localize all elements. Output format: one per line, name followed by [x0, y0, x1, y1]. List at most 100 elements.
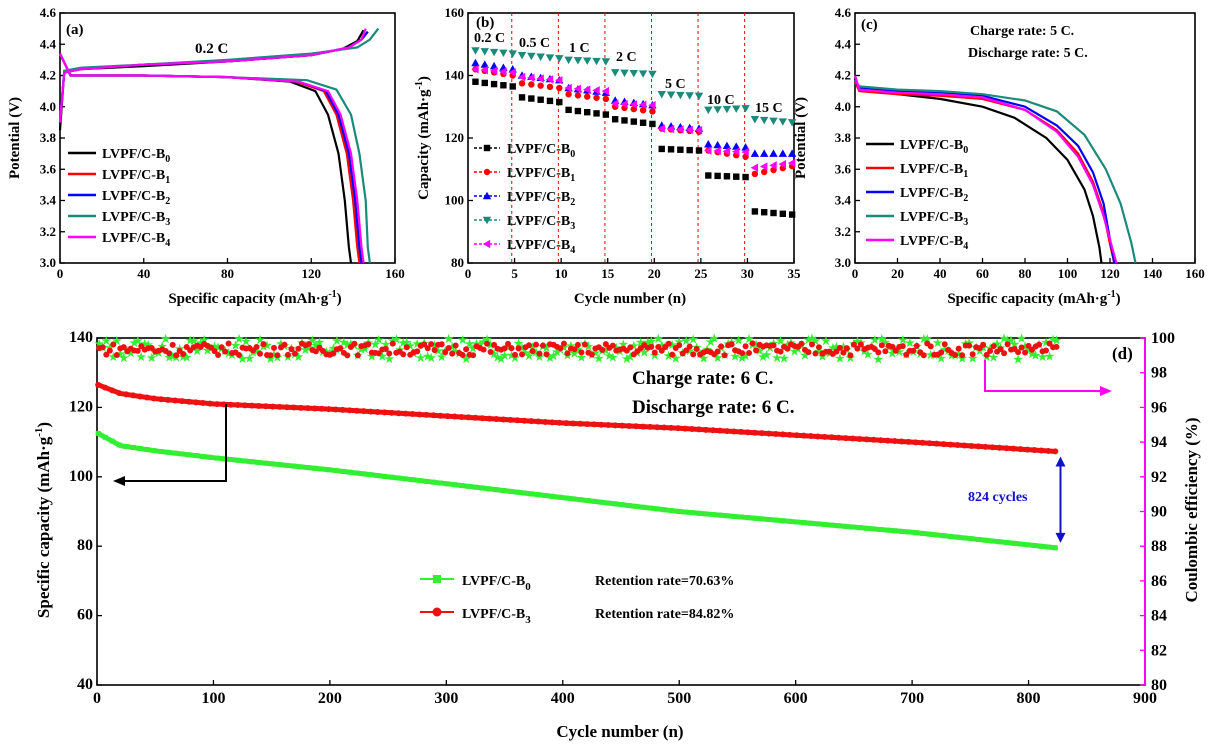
- ce-point-LVPF/C-B0 CE: ★: [576, 352, 586, 364]
- y-tick-label-b: 100: [445, 193, 465, 208]
- ce-point-LVPF/C-B0 CE: ★: [115, 349, 125, 361]
- point-LVPF/C-B3: [480, 48, 489, 56]
- curve-LVPF/C-B0: [853, 78, 1103, 264]
- ce-point-LVPF/C-B3 CE: [134, 347, 141, 354]
- point-LVPF/C-B4: [564, 83, 572, 93]
- ce-point-LVPF/C-B0 CE: ★: [94, 339, 104, 351]
- point-LVPF/C-B3: [283, 404, 290, 411]
- point-LVPF/C-B3: [835, 434, 842, 441]
- point-LVPF/C-B3: [605, 422, 612, 429]
- point-LVPF/C-B0: [312, 465, 318, 471]
- point-LVPF/C-B3: [123, 391, 130, 398]
- point-LVPF/C-B4: [601, 86, 610, 96]
- point-LVPF/C-B3: [849, 435, 856, 442]
- ce-point-LVPF/C-B0 CE: ★: [468, 343, 478, 355]
- ce-point-LVPF/C-B0 CE: ★: [398, 337, 408, 349]
- ce-point-LVPF/C-B0 CE: ★: [852, 336, 862, 348]
- x-tick-label-a: 40: [137, 266, 150, 281]
- cycles-arrow-head-bottom: [1055, 532, 1066, 543]
- y-tick-label-a: 4.4: [40, 36, 57, 51]
- point-LVPF/C-B0: [1017, 541, 1023, 547]
- point-LVPF/C-B0: [1031, 543, 1037, 549]
- point-LVPF/C-B1: [639, 107, 647, 114]
- point-LVPF/C-B3: [905, 438, 912, 445]
- y-tick-label-a: 4.2: [40, 68, 56, 83]
- x-tick-label-c: 120: [1100, 266, 1120, 281]
- panel-c-xlabel: Specific capacity (mAh·g-1): [947, 289, 1120, 307]
- ce-point-LVPF/C-B3 CE: [113, 352, 120, 359]
- point-LVPF/C-B0: [611, 116, 619, 123]
- point-LVPF/C-B3: [682, 425, 689, 432]
- ce-point-LVPF/C-B0 CE: ★: [245, 353, 255, 365]
- point-LVPF/C-B3: [556, 419, 563, 426]
- point-LVPF/C-B3: [416, 411, 423, 418]
- ce-point-LVPF/C-B3 CE: [1043, 347, 1050, 354]
- ce-point-LVPF/C-B3 CE: [120, 344, 127, 351]
- legend-b-label-b3: LVPF/C-B3: [507, 214, 575, 232]
- ce-point-LVPF/C-B0 CE: ★: [430, 340, 440, 352]
- point-LVPF/C-B4: [620, 99, 628, 109]
- point-LVPF/C-B0: [509, 83, 516, 90]
- legend-d: LVPF/C-B0 Retention rate=70.63% LVPF/C-B…: [420, 574, 734, 626]
- point-LVPF/C-B0: [95, 430, 101, 436]
- point-LVPF/C-B3: [535, 418, 542, 425]
- ce-point-LVPF/C-B3 CE: [676, 342, 683, 349]
- point-LVPF/C-B3: [675, 425, 682, 432]
- point-LVPF/C-B3: [206, 400, 213, 407]
- point-LVPF/C-B2: [759, 149, 769, 157]
- point-LVPF/C-B4: [676, 125, 684, 134]
- ce-point-LVPF/C-B3 CE: [442, 349, 449, 356]
- point-LVPF/C-B0: [857, 525, 863, 531]
- ce-point-LVPF/C-B0 CE: ★: [992, 338, 1002, 350]
- point-LVPF/C-B0: [850, 524, 856, 530]
- ce-point-LVPF/C-B0 CE: ★: [129, 337, 139, 349]
- legend-d-name-b0: LVPF/C-B0: [462, 574, 531, 593]
- ce-point-LVPF/C-B3 CE: [910, 347, 917, 354]
- point-LVPF/C-B3: [144, 394, 151, 401]
- panel-b: (b) Cycle number (n) Capacity (mAh·g-1): [414, 15, 686, 307]
- ce-point-LVPF/C-B3 CE: [344, 352, 351, 359]
- ce-point-LVPF/C-B0 CE: ★: [1038, 351, 1048, 363]
- point-LVPF/C-B3: [290, 404, 297, 411]
- point-LVPF/C-B0: [677, 146, 684, 153]
- point-LVPF/C-B4: [722, 147, 731, 156]
- point-LVPF/C-B3: [507, 416, 514, 423]
- ce-point-LVPF/C-B3 CE: [536, 350, 543, 357]
- point-LVPF/C-B0: [696, 510, 702, 516]
- x-tick-label-b: 5: [511, 266, 518, 281]
- point-LVPF/C-B3: [577, 420, 584, 427]
- ce-point-LVPF/C-B3 CE: [903, 351, 910, 358]
- ce-point-LVPF/C-B3 CE: [539, 342, 546, 349]
- ce-point-LVPF/C-B0 CE: ★: [811, 335, 821, 347]
- ce-point-LVPF/C-B0 CE: ★: [569, 348, 579, 360]
- ce-point-LVPF/C-B0 CE: ★: [681, 335, 691, 347]
- ce-point-LVPF/C-B3 CE: [857, 341, 864, 348]
- point-LVPF/C-B0: [878, 527, 884, 533]
- point-LVPF/C-B0: [829, 522, 835, 528]
- curve-LVPF/C-B2: [854, 79, 1116, 264]
- point-LVPF/C-B0: [137, 446, 143, 452]
- x-tick-label-d: 300: [434, 690, 458, 707]
- point-LVPF/C-B3: [842, 435, 849, 442]
- point-LVPF/C-B3: [311, 405, 318, 412]
- ce-point-LVPF/C-B3 CE: [578, 349, 585, 356]
- ce-point-LVPF/C-B0 CE: ★: [639, 347, 649, 359]
- point-LVPF/C-B0: [1045, 544, 1051, 550]
- y-tick-label-d: 120: [69, 398, 93, 415]
- point-LVPF/C-B0: [109, 438, 115, 444]
- point-LVPF/C-B0: [633, 503, 639, 509]
- point-LVPF/C-B3: [508, 50, 517, 58]
- ce-point-LVPF/C-B0 CE: ★: [549, 351, 559, 363]
- ce-point-LVPF/C-B0 CE: ★: [999, 333, 1009, 345]
- x-tick-label-d: 900: [1133, 690, 1157, 707]
- ce-point-LVPF/C-B0 CE: ★: [947, 350, 957, 362]
- ce-point-LVPF/C-B0 CE: ★: [189, 335, 199, 347]
- point-LVPF/C-B1: [593, 94, 600, 101]
- ce-point-LVPF/C-B0 CE: ★: [374, 334, 384, 346]
- point-LVPF/C-B3: [612, 422, 619, 429]
- ce-point-LVPF/C-B0 CE: ★: [975, 345, 985, 357]
- point-LVPF/C-B4: [759, 162, 768, 171]
- point-LVPF/C-B3: [676, 91, 685, 100]
- ce-point-LVPF/C-B3 CE: [236, 352, 243, 359]
- ce-point-LVPF/C-B3 CE: [920, 352, 927, 359]
